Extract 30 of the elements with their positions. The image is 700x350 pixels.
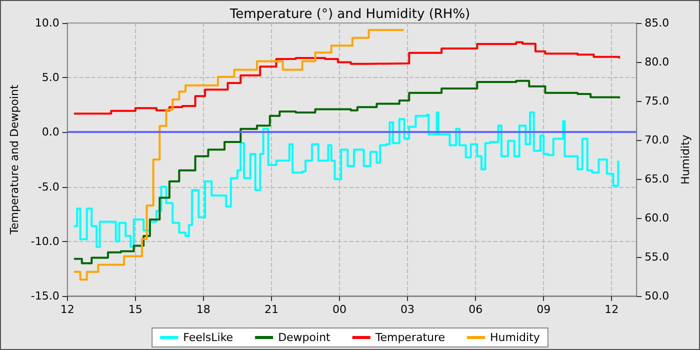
x-tick-label: 18 [196, 303, 210, 316]
y2-tick-label: 50.0 [644, 290, 670, 302]
x-tick-label: 03 [400, 303, 415, 316]
y2-tick-label: 80.0 [644, 56, 670, 68]
y-tick-label: 0.0 [42, 126, 60, 139]
y2-tick-label: 55.0 [644, 250, 670, 264]
y2-tick-label: 75.0 [644, 94, 670, 108]
y2-axis-title: Humidity [679, 134, 692, 184]
y2-tick-label: 85.0 [644, 16, 670, 30]
x-tick-label: 09 [536, 303, 551, 316]
y-axis-title: Temperature and Dewpoint [8, 84, 21, 236]
y2-tick-label: 70.0 [644, 134, 670, 146]
y-tick-label: -10.0 [30, 234, 60, 248]
chart-title: Temperature (°) and Humidity (RH%) [228, 7, 470, 22]
y-tick-label: -15.0 [30, 290, 60, 302]
legend-label: Temperature [374, 331, 446, 344]
y2-tick-label: 60.0 [644, 212, 670, 224]
x-tick-label: 12 [60, 303, 74, 316]
y-tick-label: -5.0 [38, 180, 60, 194]
legend-label: FeelsLike [183, 331, 234, 344]
legend-label: Humidity [490, 331, 540, 344]
y-tick-label: 10.0 [34, 16, 60, 30]
x-tick-label: 06 [468, 303, 483, 316]
x-tick-label: 21 [264, 303, 278, 316]
x-tick-label: 00 [332, 303, 347, 316]
x-tick-label: 15 [128, 303, 142, 316]
x-tick-label: 12 [604, 303, 619, 316]
y-tick-label: 5.0 [42, 71, 60, 84]
y2-tick-label: 65.0 [644, 172, 670, 186]
legend-label: Dewpoint [278, 331, 332, 344]
